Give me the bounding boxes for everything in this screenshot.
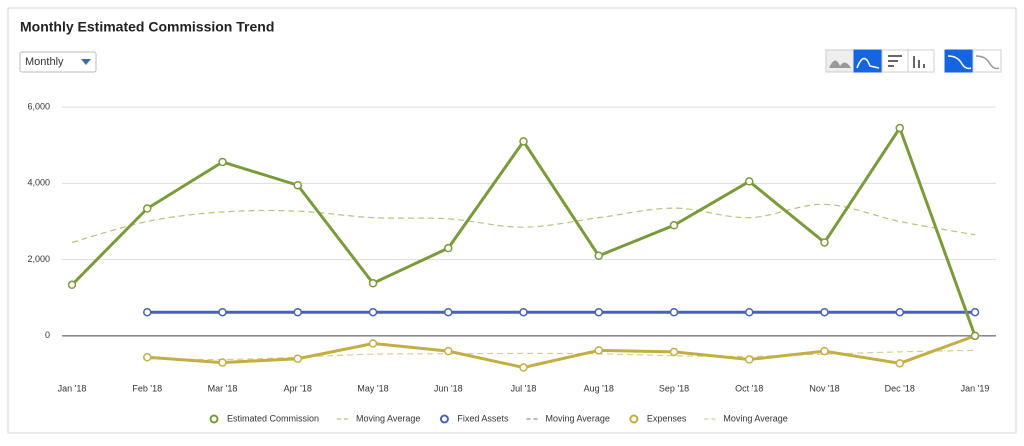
chart-type-buttons	[825, 49, 1002, 73]
x-tick-label: Sep '18	[659, 383, 689, 393]
point	[218, 358, 227, 367]
point	[444, 243, 453, 253]
point	[820, 307, 829, 317]
x-tick-label: Oct '18	[735, 383, 763, 393]
legend-item: Moving Average	[337, 413, 420, 423]
point	[368, 307, 378, 317]
point	[820, 346, 829, 356]
straight-button[interactable]	[972, 49, 1002, 73]
column-button[interactable]	[907, 49, 935, 73]
y-tick-label: 0	[45, 330, 50, 340]
legend-item: Estimated Commission	[209, 413, 319, 424]
legend-label: Fixed Assets	[457, 413, 509, 423]
legend-label: Moving Average	[545, 413, 609, 423]
dropdown-box[interactable]	[19, 51, 97, 73]
y-tick-label: 2,000	[27, 254, 50, 264]
icon	[913, 56, 925, 68]
legend-item: Expenses	[629, 413, 687, 424]
x-tick-label: Feb '18	[132, 383, 162, 393]
legend-swatch	[629, 414, 639, 424]
icon	[947, 55, 972, 70]
point	[519, 363, 528, 372]
point	[970, 331, 980, 341]
point	[218, 307, 227, 317]
x-tick-label: Dec '18	[885, 383, 915, 393]
point	[895, 307, 904, 317]
point	[669, 221, 679, 230]
legend-item: Moving Average	[526, 413, 610, 423]
point	[970, 307, 980, 317]
point	[669, 307, 679, 317]
dropdown-arrow	[81, 59, 91, 65]
y-tick-label: 4,000	[27, 178, 50, 188]
point	[594, 346, 603, 355]
point	[594, 307, 603, 317]
icon	[888, 55, 902, 67]
point	[143, 204, 152, 213]
point	[368, 339, 378, 348]
point	[745, 355, 754, 364]
point	[444, 307, 453, 317]
legend-swatch	[439, 414, 449, 424]
x-tick-label: Mar '18	[208, 383, 238, 393]
point	[67, 280, 77, 290]
point	[820, 238, 829, 247]
point	[519, 307, 528, 317]
point	[143, 307, 152, 317]
legend-label: Moving Average	[356, 413, 420, 423]
point	[293, 307, 302, 317]
moving-average-line	[147, 349, 976, 361]
y-tick-label: 6,000	[27, 101, 50, 111]
point	[745, 177, 754, 186]
x-tick-label: Jul '18	[511, 383, 537, 393]
icon	[975, 55, 1000, 70]
legend-item: Fixed Assets	[439, 413, 509, 424]
legend-item: Moving Average	[704, 413, 788, 423]
x-tick-label: Nov '18	[809, 383, 839, 393]
x-tick-label: Jan '19	[961, 383, 990, 393]
icon	[829, 60, 851, 68]
chart-title: Monthly Estimated Commission Trend	[20, 19, 274, 35]
x-tick-label: Jan '18	[58, 383, 87, 393]
icon	[856, 57, 880, 69]
point	[444, 346, 453, 356]
legend-label: Estimated Commission	[227, 413, 319, 423]
legend-label: Moving Average	[723, 413, 787, 423]
legend-swatch	[209, 414, 219, 424]
point	[745, 307, 754, 317]
point	[594, 251, 603, 261]
point	[368, 278, 378, 288]
legend-label: Expenses	[647, 413, 687, 423]
x-tick-label: May '18	[357, 383, 388, 393]
x-tick-label: Apr '18	[284, 383, 312, 393]
panel-border	[7, 7, 1017, 434]
period-dropdown[interactable]: Monthly	[19, 51, 97, 73]
x-tick-label: Jun '18	[434, 383, 463, 393]
dropdown-label: Monthly	[25, 56, 64, 68]
point	[669, 347, 679, 357]
moving-average-line	[71, 203, 976, 244]
point	[293, 354, 302, 363]
x-tick-label: Aug '18	[584, 383, 614, 393]
point	[218, 157, 227, 167]
series-line	[147, 334, 976, 370]
point	[895, 123, 904, 133]
point	[293, 180, 302, 190]
area-button[interactable]	[825, 49, 855, 73]
point	[143, 352, 152, 362]
point	[519, 137, 528, 146]
point	[895, 359, 904, 368]
